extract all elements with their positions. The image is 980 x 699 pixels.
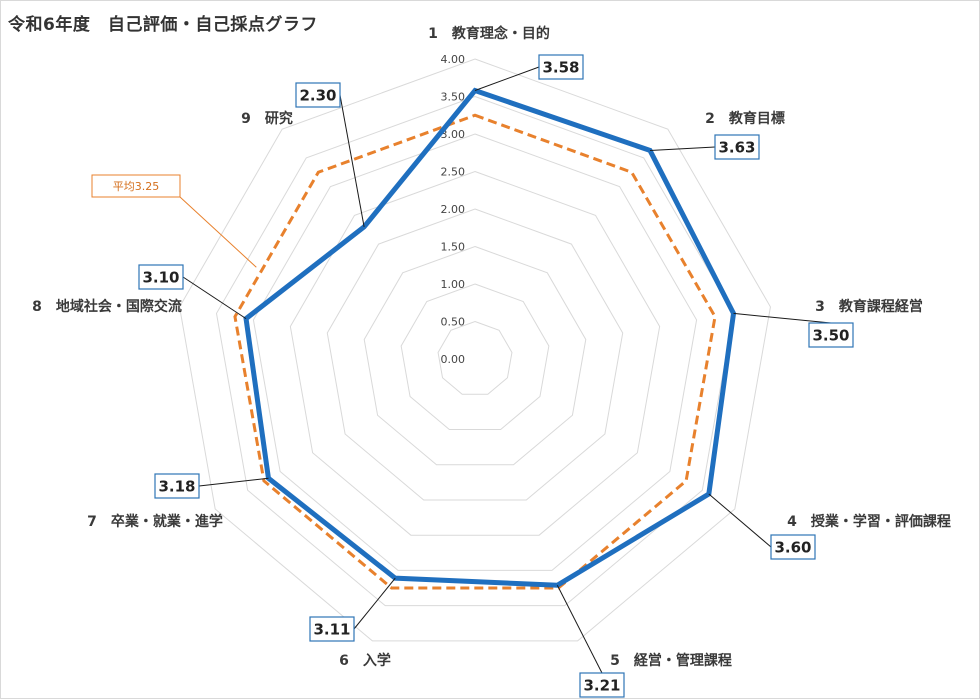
average-series-line [233,113,717,590]
data-label-leader [649,146,716,151]
data-label-box [138,264,184,290]
data-label-box [808,322,854,348]
category-label: 4 授業・学習・評価課程 [787,513,951,530]
data-label-leader [339,94,365,227]
grid-ring [326,208,624,501]
grid-ring [179,58,771,642]
data-label: 2.30 [299,87,336,105]
data-label-leader [353,577,396,630]
category-label: 6 入学 [339,652,391,669]
tick-label: 3.00 [441,128,466,141]
data-label-box [309,616,355,642]
tick-label: 1.00 [441,278,466,291]
data-label-box [154,473,200,499]
score-series-line [243,87,737,588]
data-label-box [538,54,584,80]
grid-ring [437,320,513,395]
tick-label: 2.50 [441,166,466,179]
data-label-box [714,134,760,160]
grid-ring [289,170,661,536]
category-label: 1 教育理念・目的 [428,25,550,42]
grid-ring [400,283,550,430]
data-label: 3.63 [718,139,755,157]
tick-label: 3.50 [441,91,466,104]
data-label: 3.60 [774,539,811,557]
data-label: 3.10 [142,269,179,287]
category-label: 7 卒業・就業・進学 [87,513,223,530]
data-label: 3.50 [812,327,849,345]
grid-ring [363,245,587,466]
data-label-leader [733,312,832,324]
data-label-leader [708,493,772,548]
tick-label: 0.50 [441,316,466,329]
category-label: 9 研究 [241,110,293,127]
category-label: 5 経営・管理課程 [610,652,732,669]
tick-label: 0.00 [441,353,466,366]
grid-ring [215,95,735,607]
data-label-leader [182,276,247,320]
average-annotation-text: 平均3.25 [113,180,160,193]
data-label-box [295,82,341,108]
average-annotation-leader [179,196,257,268]
category-label: 3 教育課程経営 [815,298,923,315]
tick-label: 4.00 [441,53,466,66]
category-label: 2 教育目標 [705,110,785,127]
data-label-leader [474,66,540,91]
data-label-box [579,672,625,698]
tick-label: 2.00 [441,203,466,216]
data-label: 3.21 [583,677,620,695]
category-label: 8 地域社会・国際交流 [32,298,182,315]
data-label: 3.58 [542,59,579,77]
data-label: 3.11 [313,621,350,639]
data-label-leader [198,477,269,487]
chart-title: 令和6年度 自己評価・自己採点グラフ [8,15,318,35]
data-label-box [770,534,816,560]
grid-ring [252,133,698,571]
tick-label: 1.50 [441,241,466,254]
average-annotation-box [91,174,181,198]
data-label: 3.18 [158,478,195,496]
data-label-leader [556,585,603,674]
